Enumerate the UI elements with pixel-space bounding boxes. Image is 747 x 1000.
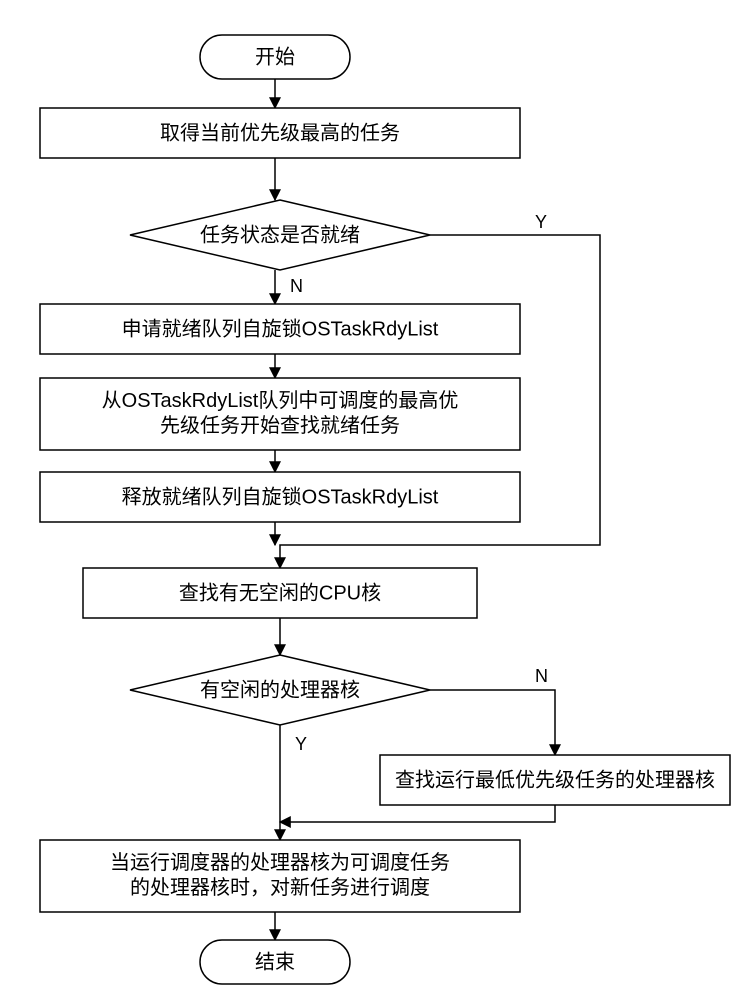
node-d1: 任务状态是否就绪	[130, 200, 430, 270]
edge-label: N	[290, 276, 303, 296]
node-label: 释放就绪队列自旋锁OSTaskRdyList	[122, 485, 439, 508]
node-label: 任务状态是否就绪	[200, 223, 360, 246]
node-label: 从OSTaskRdyList队列中可调度的最高优	[102, 389, 459, 412]
node-label: 申请就绪队列自旋锁OSTaskRdyList	[122, 317, 439, 340]
edge-label: Y	[295, 734, 307, 754]
node-p3: 从OSTaskRdyList队列中可调度的最高优先级任务开始查找就绪任务	[40, 378, 520, 450]
edge	[430, 690, 555, 755]
node-p1: 取得当前优先级最高的任务	[40, 108, 520, 158]
node-p6: 查找运行最低优先级任务的处理器核	[380, 755, 730, 805]
edge-label: N	[535, 666, 548, 686]
node-end: 结束	[200, 940, 350, 984]
node-label: 有空闲的处理器核	[200, 678, 360, 701]
node-p4: 释放就绪队列自旋锁OSTaskRdyList	[40, 472, 520, 522]
node-p2: 申请就绪队列自旋锁OSTaskRdyList	[40, 304, 520, 354]
node-d2: 有空闲的处理器核	[130, 655, 430, 725]
node-label: 的处理器核时，对新任务进行调度	[130, 876, 430, 899]
node-label: 结束	[255, 950, 295, 973]
node-label: 开始	[255, 45, 295, 68]
node-start: 开始	[200, 35, 350, 79]
node-label: 当运行调度器的处理器核为可调度任务	[110, 851, 450, 874]
node-label: 查找运行最低优先级任务的处理器核	[395, 768, 715, 791]
node-p5: 查找有无空闲的CPU核	[83, 568, 477, 618]
edge	[280, 805, 555, 822]
node-label: 先级任务开始查找就绪任务	[160, 414, 400, 437]
node-label: 取得当前优先级最高的任务	[160, 121, 400, 144]
nodes-layer: 开始取得当前优先级最高的任务任务状态是否就绪申请就绪队列自旋锁OSTaskRdy…	[40, 35, 730, 984]
node-p7: 当运行调度器的处理器核为可调度任务的处理器核时，对新任务进行调度	[40, 840, 520, 912]
edge-label: Y	[535, 212, 547, 232]
node-label: 查找有无空闲的CPU核	[179, 581, 381, 604]
